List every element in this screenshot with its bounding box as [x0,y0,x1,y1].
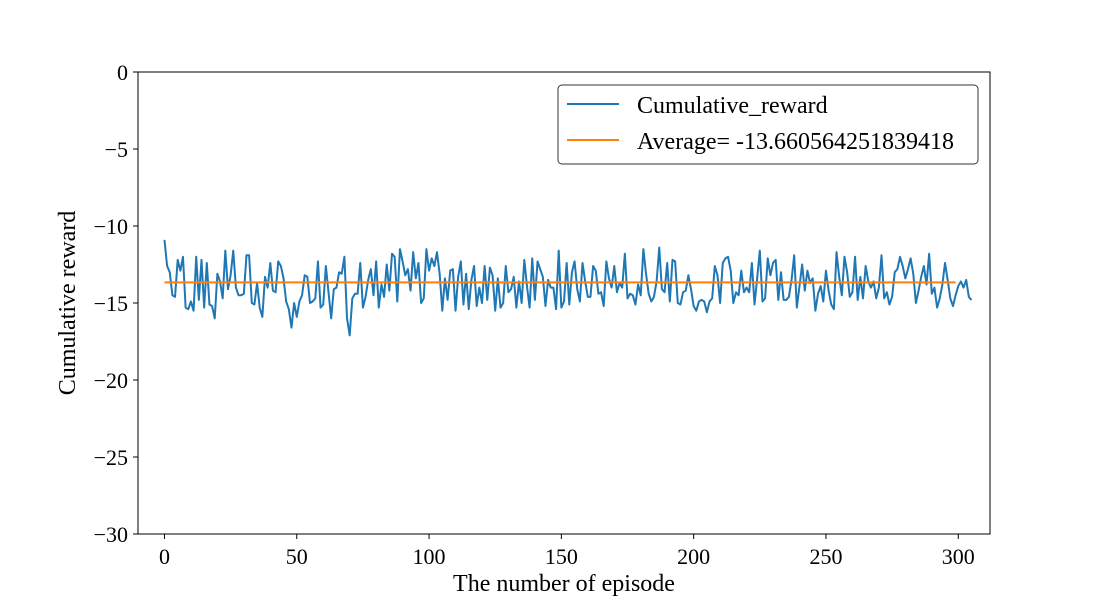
legend-box [557,84,979,165]
x-tick-label: 300 [942,544,975,569]
x-axis-label: The number of episode [453,571,675,597]
axis-ticks: 0 50 100 150 200 250 300 0 −5 −10 −15 −20 −25 −30 [94,60,975,569]
series-line-cumulative-reward [163,239,973,337]
y-tick-label: −25 [94,445,128,470]
x-tick-label: 200 [677,544,710,569]
y-tick-label: −5 [105,137,128,162]
y-tick-label: −10 [94,214,128,239]
y-tick-label: −30 [94,522,128,547]
y-tick-label: 0 [117,60,128,85]
x-tick-label: 50 [286,544,308,569]
x-tick-label: 250 [809,544,842,569]
plot-area [163,239,973,337]
x-tick-label: 100 [413,544,446,569]
x-tick-label: 0 [159,544,170,569]
x-tick-label: 150 [545,544,578,569]
y-tick-label: −15 [94,291,128,316]
legend-label-average: Average= -13.660564251839418 [637,129,954,155]
legend-label-cumulative-reward: Cumulative_reward [637,93,828,119]
legend: Cumulative_reward Average= -13.660564251… [557,84,979,165]
y-tick-label: −20 [94,368,128,393]
y-axis-label: Cumulative reward [55,211,81,396]
